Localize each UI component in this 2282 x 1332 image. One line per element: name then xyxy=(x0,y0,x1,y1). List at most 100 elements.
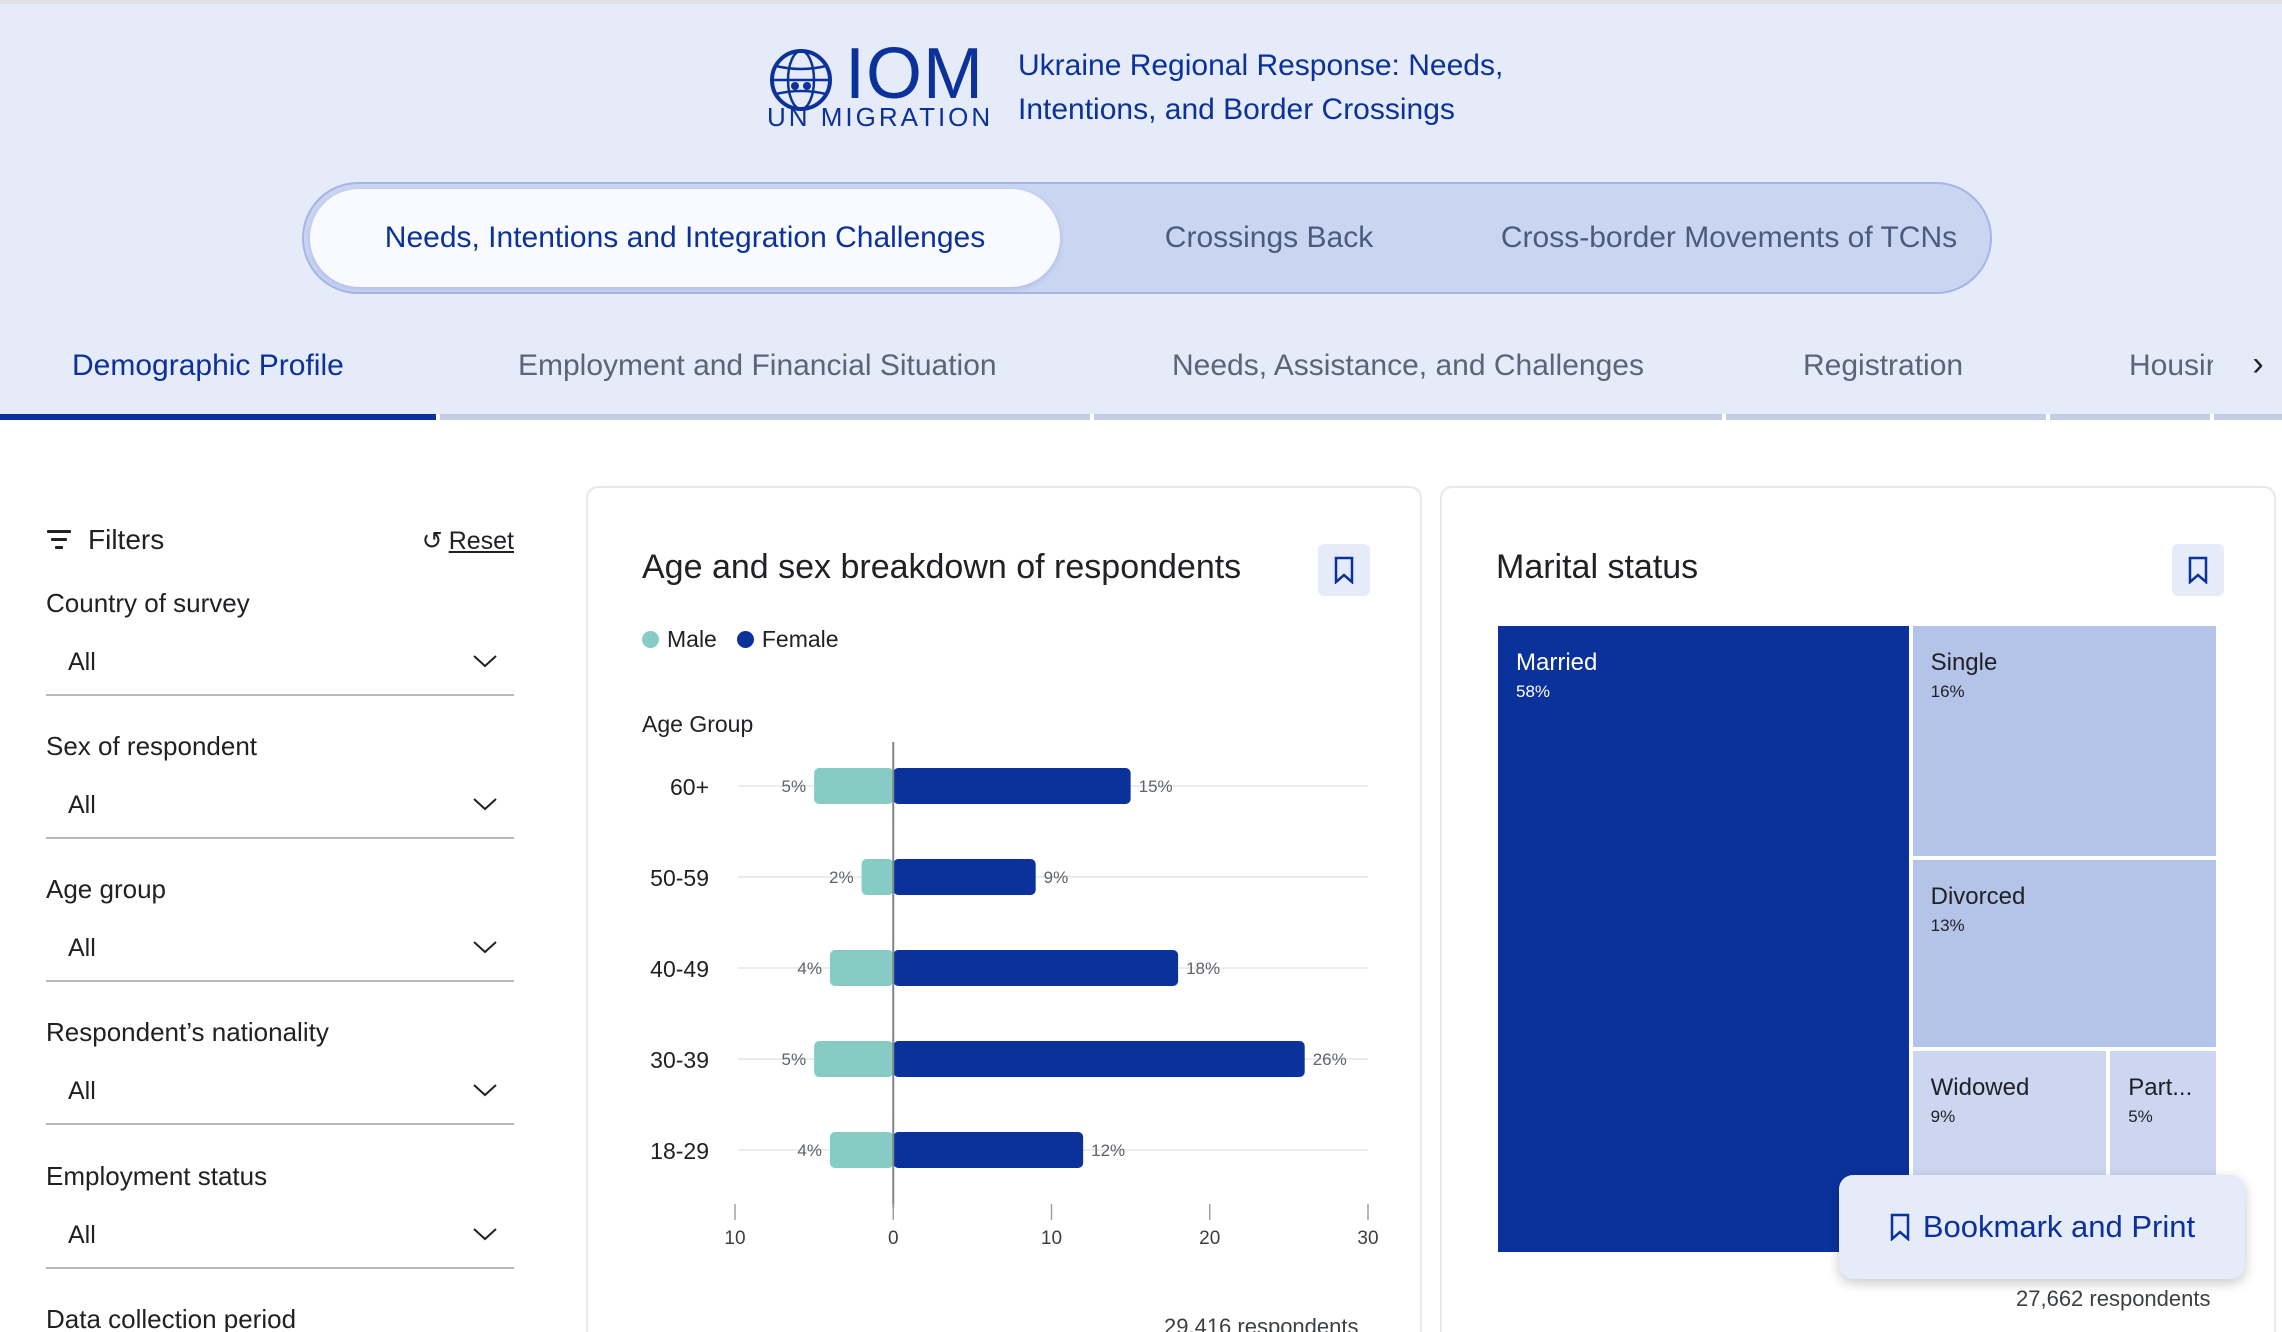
category-label: 60+ xyxy=(670,774,709,800)
logo-un-migration-text: UN MIGRATION xyxy=(767,102,994,132)
data-label-female: 9% xyxy=(1044,868,1069,887)
subtab-registration[interactable]: Registration xyxy=(1803,349,1964,382)
chevron-down-icon xyxy=(473,941,497,954)
reset-label: Reset xyxy=(448,527,514,555)
top-border xyxy=(0,0,2282,4)
tab-crossings-back[interactable]: Crossings Back xyxy=(1164,221,1374,254)
bookmark-and-print-button[interactable]: Bookmark and Print xyxy=(1839,1175,2245,1279)
legend-item-female[interactable]: Female xyxy=(736,626,839,653)
marital-status-treemap: Married 58% Single 16% Divorced 13% Widowed 9% P… xyxy=(1496,624,2218,1254)
subtab-demographic-profile[interactable]: Demographic Profile xyxy=(72,349,344,382)
treemap-cell-married[interactable]: Married 58% xyxy=(1496,624,1911,1254)
tab-needs-intentions[interactable]: Needs, Intentions and Integration Challe… xyxy=(310,189,1060,287)
tab-cross-border-tcns[interactable]: Cross-border Movements of TCNs xyxy=(1500,221,1958,254)
subtab-needs-assistance[interactable]: Needs, Assistance, and Challenges xyxy=(1172,349,1644,382)
filter-icon xyxy=(46,530,72,552)
bar-female xyxy=(893,1041,1305,1077)
treemap-cell-label: Divorced xyxy=(1930,883,2026,911)
logo-iom-text: IOM xyxy=(845,34,984,114)
bar-male xyxy=(829,1132,894,1168)
reset-button[interactable]: ↺ Reset xyxy=(422,526,514,556)
y-axis-label: Age Group xyxy=(642,711,753,737)
employment-select[interactable]: All xyxy=(46,1201,514,1269)
x-tick-label: 10 xyxy=(724,1228,745,1249)
bar-female xyxy=(893,1132,1084,1168)
filter-label: Sex of respondent xyxy=(46,731,258,761)
age-chart-title: Age and sex breakdown of respondents xyxy=(642,548,1242,586)
age-sex-bar-chart: Age Group 60+ 5% 15% 50-59 2% 9% 40-49 4% 18% 30-3… xyxy=(642,711,1379,1249)
bar-male xyxy=(829,950,894,986)
treemap-cell-label: Single xyxy=(1930,649,1998,676)
legend-swatch xyxy=(736,631,754,648)
subtab-underline xyxy=(440,414,1090,420)
treemap-cell-single[interactable]: Single 16% xyxy=(1910,624,2218,859)
bookmark-icon xyxy=(1890,1213,1910,1241)
bookmark-icon xyxy=(1334,556,1354,584)
bar-male xyxy=(861,859,894,895)
chart-legend: Male Female xyxy=(642,626,859,653)
treemap-cell-value: 13% xyxy=(1930,916,1965,936)
x-tick-label: 10 xyxy=(1041,1228,1062,1249)
bookmark-icon xyxy=(2188,556,2208,584)
treemap-cell-value: 9% xyxy=(1930,1106,1956,1126)
chevron-down-icon xyxy=(473,655,497,668)
subtab-housing[interactable]: Housing xyxy=(2129,349,2213,382)
filter-value: All xyxy=(68,791,96,819)
iom-logo[interactable]: IOM UN MIGRATION xyxy=(767,38,990,132)
data-label-male: 5% xyxy=(782,777,807,796)
page-title: Ukraine Regional Response: Needs, Intent… xyxy=(1018,44,1578,132)
filter-country: Country of survey All xyxy=(46,588,514,696)
category-label: 50-59 xyxy=(650,865,709,891)
country-select[interactable]: All xyxy=(46,628,514,696)
page-title-line1: Ukraine Regional Response: Needs, xyxy=(1018,49,1504,82)
filter-value: All xyxy=(68,648,96,676)
treemap-cell-divorced[interactable]: Divorced 13% xyxy=(1910,858,2218,1049)
filter-value: All xyxy=(68,934,96,962)
subtab-underline xyxy=(2050,414,2210,420)
main-tab-bar: Needs, Intentions and Integration Challe… xyxy=(302,182,1992,294)
x-tick-label: 20 xyxy=(1199,1228,1220,1249)
legend-label: Male xyxy=(667,626,717,652)
subtab-underline xyxy=(1726,414,2046,420)
data-label-female: 15% xyxy=(1139,777,1173,796)
bar-female xyxy=(893,768,1131,804)
header: IOM UN MIGRATION Ukraine Regional Respon… xyxy=(0,4,2282,420)
filter-label: Country of survey xyxy=(46,588,250,618)
legend-swatch xyxy=(642,631,659,648)
data-label-male: 5% xyxy=(782,1050,807,1069)
subtab-underline-active xyxy=(0,414,436,420)
filter-data-collection-period: Data collection period xyxy=(46,1304,514,1332)
x-tick-label: 0 xyxy=(888,1228,899,1249)
subtab-employment[interactable]: Employment and Financial Situation xyxy=(518,349,997,382)
age-group-select[interactable]: All xyxy=(46,914,514,982)
sub-tab-bar: Demographic Profile Employment and Finan… xyxy=(0,314,2282,422)
sex-select[interactable]: All xyxy=(46,771,514,839)
bar-male xyxy=(814,1041,894,1077)
chevron-down-icon xyxy=(473,1228,497,1241)
filter-value: All xyxy=(68,1221,96,1249)
category-label: 18-29 xyxy=(650,1138,709,1164)
filter-value: All xyxy=(68,1077,96,1105)
subtab-underline xyxy=(1094,414,1722,420)
filter-sex: Sex of respondent All xyxy=(46,731,514,839)
treemap-cell-label: Part... xyxy=(2128,1073,2193,1101)
treemap-cell-value: 58% xyxy=(1516,682,1551,701)
treemap-cell-value: 16% xyxy=(1930,682,1965,701)
chevron-down-icon xyxy=(473,1084,497,1097)
filter-label: Age group xyxy=(46,874,166,904)
filter-label: Data collection period xyxy=(46,1304,297,1332)
page-title-line2: Intentions, and Border Crossings xyxy=(1018,93,1455,126)
legend-item-male[interactable]: Male xyxy=(642,626,717,653)
treemap-cell-label: Widowed xyxy=(1930,1073,2030,1101)
bookmark-button[interactable] xyxy=(1318,544,1370,596)
chevron-right-icon[interactable]: › xyxy=(2252,345,2264,383)
subtab-underline xyxy=(2214,414,2282,420)
data-label-female: 26% xyxy=(1313,1050,1347,1069)
filters-header: Filters ↺ Reset xyxy=(46,520,514,566)
data-label-male: 4% xyxy=(797,1141,822,1160)
age-sex-card: Age and sex breakdown of respondents Mal… xyxy=(586,486,1422,1332)
bar-female xyxy=(893,859,1036,895)
nationality-select[interactable]: All xyxy=(46,1057,514,1125)
bookmark-button[interactable] xyxy=(2172,544,2224,596)
category-label: 40-49 xyxy=(650,956,709,982)
